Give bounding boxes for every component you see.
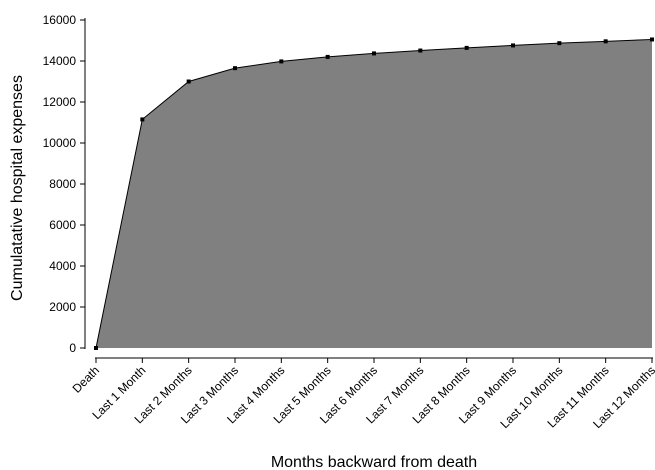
- y-tick-label: 2000: [49, 300, 76, 314]
- data-point: [650, 37, 654, 42]
- data-point: [464, 45, 469, 50]
- x-axis-title: Months backward from death: [271, 454, 477, 470]
- x-tick-label: Death: [70, 363, 103, 396]
- data-point: [94, 346, 98, 350]
- y-tick-label: 4000: [49, 259, 76, 273]
- data-point: [511, 43, 515, 48]
- y-tick-label: 6000: [49, 218, 76, 232]
- y-axis: 0 2000 4000 6000 8000 10000 12000 14000 16000: [43, 13, 86, 355]
- data-point: [140, 117, 145, 122]
- data-point: [372, 51, 376, 56]
- data-point: [233, 66, 237, 71]
- data-point: [418, 48, 423, 53]
- y-tick-label: 0: [69, 341, 76, 355]
- plot-area: [94, 37, 654, 350]
- y-tick-label: 12000: [43, 95, 77, 109]
- data-point: [279, 59, 284, 64]
- data-point: [186, 79, 191, 84]
- data-point: [325, 54, 330, 59]
- y-tick-label: 14000: [43, 54, 77, 68]
- area-fill: [96, 39, 652, 348]
- data-point: [557, 41, 562, 46]
- y-tick-label: 10000: [43, 136, 77, 150]
- y-axis-title: Cumulatative hospital expenses: [9, 75, 26, 301]
- y-tick-label: 16000: [43, 13, 77, 27]
- y-tick-label: 8000: [49, 177, 76, 191]
- data-point: [603, 39, 608, 44]
